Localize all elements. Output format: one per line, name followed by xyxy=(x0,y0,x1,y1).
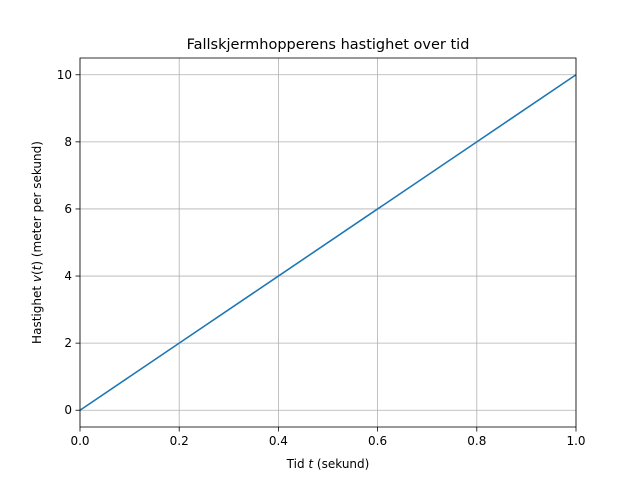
y-axis-label-text: Hastighet xyxy=(30,282,44,344)
x-tick-label: 0.6 xyxy=(368,434,387,448)
y-tick-label: 0 xyxy=(64,403,72,417)
x-tick-label: 1.0 xyxy=(566,434,585,448)
plot-frame xyxy=(79,57,577,428)
x-axis-label-var: t xyxy=(308,457,314,471)
y-axis-label-arg: t xyxy=(30,264,44,270)
y-tick-label: 4 xyxy=(64,269,72,283)
x-tick-label: 0.8 xyxy=(467,434,486,448)
x-axis-label: Tid t (sekund) xyxy=(286,457,370,471)
x-tick-label: 0.2 xyxy=(170,434,189,448)
y-axis-label-open: ( xyxy=(30,270,44,275)
chart-title: Fallskjermhopperens hastighet over tid xyxy=(187,37,470,53)
y-tick-label: 8 xyxy=(64,135,72,149)
x-axis-label-unit: (sekund) xyxy=(313,457,369,471)
y-tick-label: 2 xyxy=(64,336,72,350)
series-layer xyxy=(79,74,577,411)
x-axis-label-text: Tid xyxy=(286,457,309,471)
y-tick-label: 6 xyxy=(64,202,72,216)
y-axis-label: Hastighet v(t) (meter per sekund) xyxy=(30,141,44,344)
y-axis-label-var: v xyxy=(30,274,44,282)
x-tick-label: 0.0 xyxy=(70,434,89,448)
y-tick-label: 10 xyxy=(57,68,72,82)
y-axis-label-unit: ) (meter per sekund) xyxy=(30,141,44,266)
y-ticks: 0 2 4 6 8 10 xyxy=(57,68,80,417)
x-ticks: 0.0 0.2 0.4 0.6 0.8 1.0 xyxy=(70,427,586,448)
series-line xyxy=(79,74,577,411)
x-tick-label: 0.4 xyxy=(269,434,288,448)
